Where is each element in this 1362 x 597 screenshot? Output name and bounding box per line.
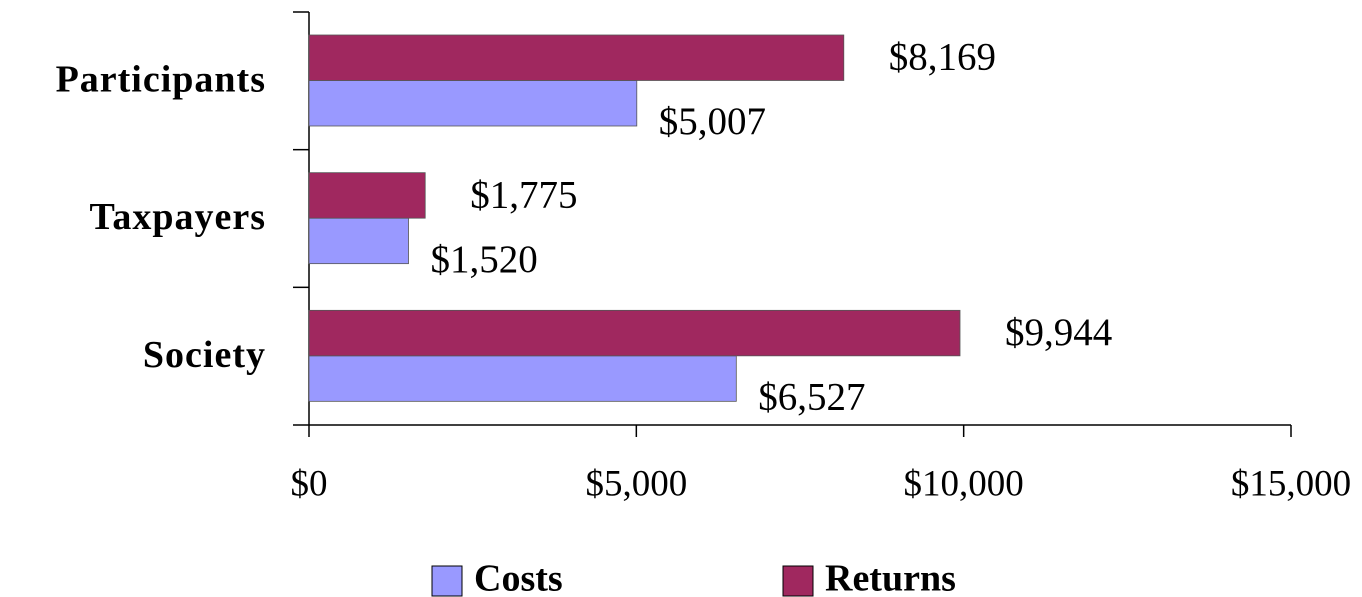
- category-label: Taxpayers: [89, 196, 266, 238]
- bar: [308, 309, 961, 357]
- bar: [308, 80, 638, 127]
- x-tick-label: $5,000: [585, 463, 687, 504]
- bar: [308, 172, 426, 219]
- category-label: Society: [143, 334, 266, 376]
- legend-swatch: [782, 565, 814, 597]
- value-label: $9,944: [1005, 311, 1112, 354]
- x-tick-label: $15,000: [1231, 463, 1351, 504]
- legend-label: Returns: [825, 558, 956, 597]
- legend-swatch: [431, 565, 463, 597]
- legend-label: Costs: [474, 558, 563, 597]
- x-tick-label: $0: [291, 463, 328, 504]
- category-label: Participants: [56, 59, 266, 101]
- x-tick-label: $10,000: [904, 463, 1024, 504]
- bar: [308, 217, 409, 265]
- bar: [308, 355, 737, 402]
- value-label: $1,775: [470, 173, 577, 216]
- value-label: $1,520: [431, 238, 538, 281]
- value-label: $5,007: [659, 100, 766, 143]
- value-label: $8,169: [889, 36, 996, 79]
- bar: [308, 34, 845, 81]
- value-label: $6,527: [758, 376, 865, 419]
